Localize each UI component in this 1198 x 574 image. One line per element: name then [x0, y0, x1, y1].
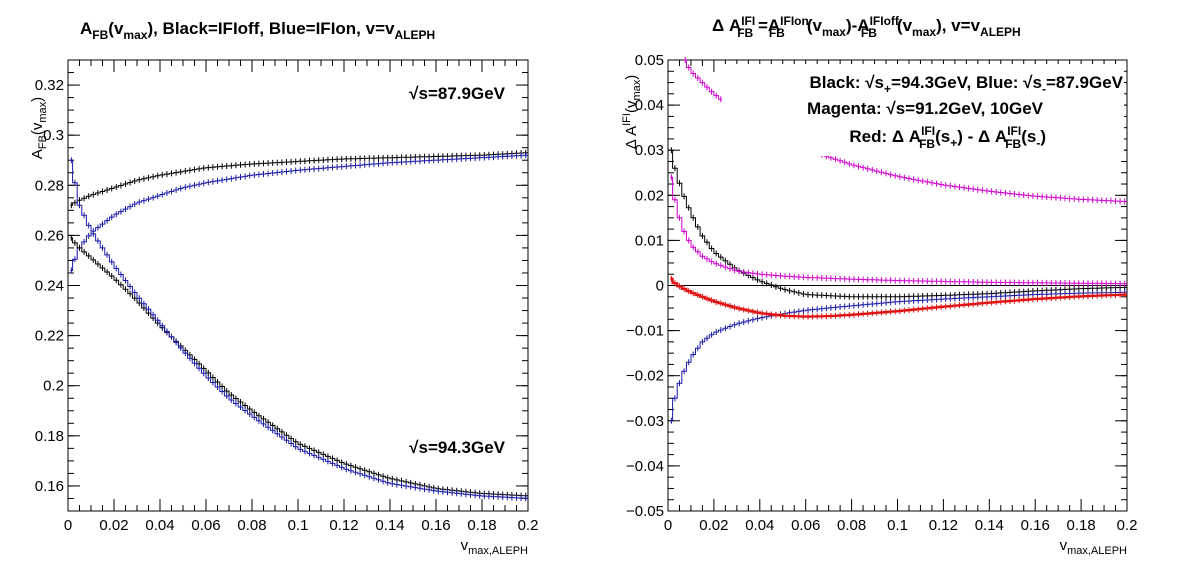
- left-series-2-error-bars: [70, 234, 527, 499]
- left-series-0-line: [70, 152, 528, 206]
- left-x-tick-label: 0.18: [467, 517, 496, 534]
- right-y-tick-label: 0.01: [635, 232, 664, 249]
- right-x-tick-label: 0.04: [745, 517, 774, 534]
- right-y-tick-label: −0.03: [626, 413, 664, 430]
- left-y-tick-label: 0.3: [43, 127, 64, 144]
- right-series-1-line: [670, 291, 1127, 422]
- left-x-tick-label: 0: [64, 517, 72, 534]
- right-legend: Black: √s+=94.3GeV, Blue: √s-=87.9GeV Ma…: [722, 64, 1124, 156]
- left-series-3-error-bars: [70, 157, 527, 502]
- right-y-tick-label: 0.05: [635, 52, 664, 69]
- left-x-tick-label: 0.2: [518, 517, 539, 534]
- left-x-axis-label: vmax,ALEPH: [461, 537, 528, 557]
- left-x-tick-label: 0.16: [421, 517, 450, 534]
- left-x-tick-label: 0.1: [288, 517, 309, 534]
- right-x-tick-label: 0.16: [1021, 517, 1050, 534]
- right-series-4-error-bars: [670, 275, 1126, 320]
- right-y-tick-label: −0.01: [626, 323, 664, 340]
- legend-line-magenta: Magenta: √s=91.2GeV, 10GeV: [807, 99, 1044, 118]
- right-x-tick-label: 0.02: [699, 517, 728, 534]
- right-series-2-line: [670, 176, 1127, 285]
- left-x-tick-label: 0.12: [329, 517, 358, 534]
- legend-background: [722, 64, 1124, 156]
- left-series-3-line: [70, 159, 528, 499]
- right-y-tick-labels: −0.05 −0.04 −0.03 −0.02 −0.01 0 0.01 0.02 0.03 0.…: [626, 52, 664, 520]
- right-x-tick-label: 0.1: [887, 517, 908, 534]
- right-y-tick-label: 0.02: [635, 187, 664, 204]
- right-x-axis-label: vmax,ALEPH: [1060, 537, 1127, 557]
- right-series-4-line: [670, 277, 1127, 318]
- left-y-tick-label: 0.24: [35, 278, 64, 295]
- annotation-87-9-gev: √s=87.9GeV: [409, 84, 505, 103]
- left-series-group: [70, 149, 528, 502]
- right-y-tick-label: −0.04: [626, 458, 664, 475]
- left-y-tick-labels: 0.16 0.18 0.2 0.22 0.24 0.26 0.28 0.3 0.32: [35, 77, 64, 495]
- left-y-axis-label: AFB(vmax): [29, 97, 49, 159]
- right-series-0-error-bars: [670, 147, 1126, 300]
- left-x-tick-labels: 0 0.02 0.04 0.06 0.08 0.1 0.12 0.14 0.16 0.18 0.2: [64, 517, 539, 534]
- left-y-tick-label: 0.16: [35, 478, 64, 495]
- left-y-tick-label: 0.28: [35, 177, 64, 194]
- right-x-tick-label: 0.08: [837, 517, 866, 534]
- right-y-tick-label: 0.04: [635, 97, 664, 114]
- right-y-tick-label: 0: [656, 278, 664, 295]
- right-title: Δ AIFI FB =AIFIon FB (vmax)-AIFIoff FB (vmax)…: [712, 14, 1021, 40]
- left-x-tick-label: 0.14: [375, 517, 404, 534]
- left-panel: AFB(vmax), Black=IFIoff, Blue=IFIon, v=v…: [29, 19, 538, 557]
- left-x-tick-label: 0.06: [191, 517, 220, 534]
- left-y-tick-label: 0.2: [43, 378, 64, 395]
- left-y-tick-label: 0.22: [35, 328, 64, 345]
- right-x-tick-label: 0.18: [1066, 517, 1095, 534]
- left-y-tick-label: 0.26: [35, 227, 64, 244]
- right-y-tick-label: −0.02: [626, 368, 664, 385]
- annotation-94-3-gev: √s=94.3GeV: [409, 438, 505, 457]
- left-series-1-line: [70, 154, 528, 271]
- left-series-2-line: [70, 237, 528, 497]
- left-x-tick-label: 0.04: [145, 517, 174, 534]
- left-axis-ticks: [67, 59, 529, 512]
- legend-line-red: Red: Δ AIFI FB(s+) - Δ AIFI FB(s-): [849, 124, 1046, 151]
- right-x-tick-label: 0: [664, 517, 672, 534]
- right-y-tick-label: 0.03: [635, 142, 664, 159]
- right-x-tick-label: 0.06: [791, 517, 820, 534]
- left-x-tick-label: 0.02: [99, 517, 128, 534]
- left-y-tick-label: 0.18: [35, 428, 64, 445]
- right-series-2-error-bars: [670, 174, 1126, 287]
- left-x-tick-label: 0.08: [237, 517, 266, 534]
- right-x-tick-label: 0.2: [1117, 517, 1138, 534]
- left-y-tick-label: 0.32: [35, 77, 64, 94]
- right-y-axis-label: Δ AIFI(vmax): [621, 75, 643, 150]
- left-series-1-error-bars: [70, 152, 527, 274]
- right-x-tick-labels: 0 0.02 0.04 0.06 0.08 0.1 0.12 0.14 0.16 0.18 0.2: [664, 517, 1138, 534]
- right-x-tick-label: 0.14: [975, 517, 1004, 534]
- right-series-0-line: [670, 149, 1127, 298]
- right-y-tick-label: −0.05: [626, 503, 664, 520]
- left-title: AFB(vmax), Black=IFIoff, Blue=IFIon, v=v…: [80, 19, 435, 42]
- right-x-tick-label: 0.12: [929, 517, 958, 534]
- right-panel: Δ AIFI FB =AIFIon FB (vmax)-AIFIoff FB (vmax)…: [621, 14, 1137, 557]
- legend-line-black-blue: Black: √s+=94.3GeV, Blue: √s-=87.9GeV: [809, 73, 1123, 96]
